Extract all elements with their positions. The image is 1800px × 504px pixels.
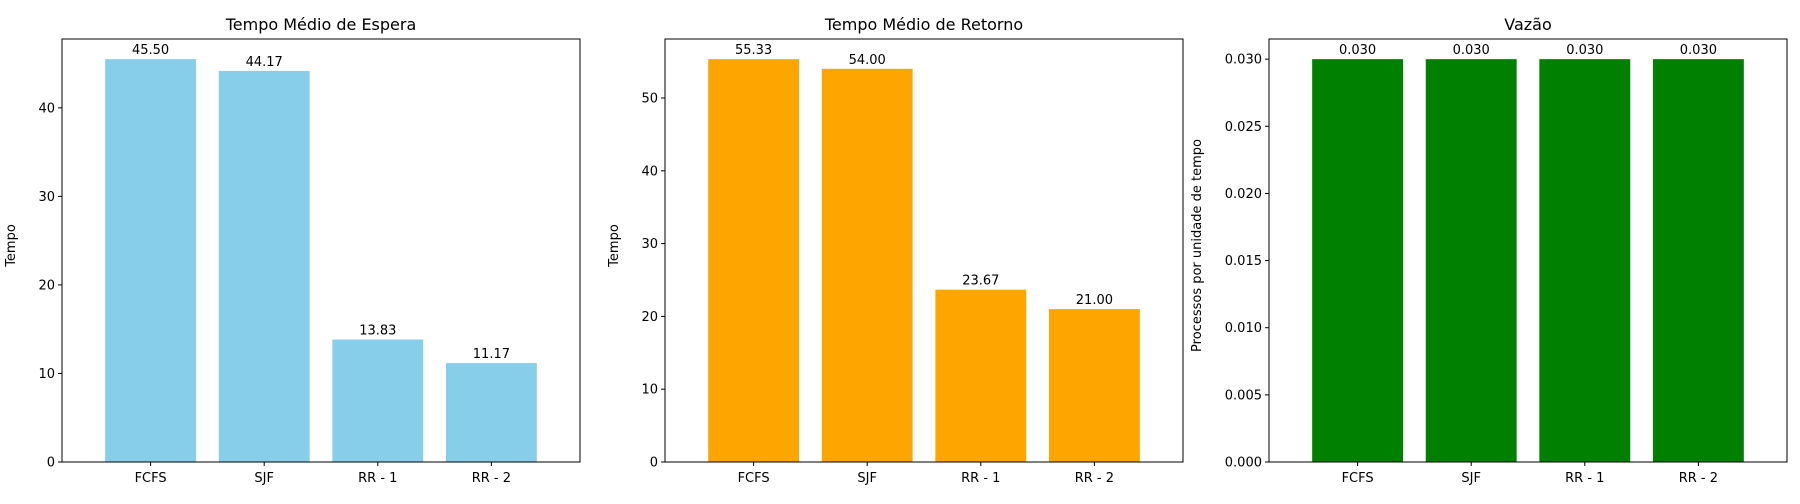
bar-value-label: 45.50: [132, 43, 169, 58]
y-tick-label: 20: [641, 310, 658, 325]
x-tick-label: SJF: [254, 471, 274, 486]
bar-rr-2: [1048, 309, 1140, 462]
bar-value-label: 21.00: [1076, 293, 1113, 308]
bar-fcfs: [1312, 59, 1404, 463]
x-tick-label: RR - 1: [358, 471, 397, 486]
bar-rr-1: [332, 339, 424, 462]
y-tick-label: 30: [641, 237, 658, 252]
x-tick-label: RR - 1: [1565, 471, 1604, 486]
y-tick-label: 10: [38, 367, 55, 382]
y-tick-label: 0.015: [1225, 254, 1262, 269]
subplot-2: 55.33 FCFS 54.00 SJF 23.67 RR - 1 21.00 RR - 2 0…: [607, 15, 1184, 486]
bar-value-label: 0.030: [1453, 43, 1490, 58]
bar-fcfs: [105, 59, 197, 463]
bar-value-label: 13.83: [359, 324, 396, 339]
x-tick-label: SJF: [857, 471, 877, 486]
x-tick-label: RR - 1: [961, 471, 1000, 486]
bar-value-label: 0.030: [1566, 43, 1603, 58]
bar-value-label: 0.030: [1680, 43, 1717, 58]
bar-value-label: 11.17: [473, 347, 510, 362]
y-tick-label: 20: [38, 278, 55, 293]
bar-value-label: 55.33: [735, 43, 772, 58]
bar-value-label: 44.17: [246, 55, 283, 70]
y-axis-label: Tempo: [4, 224, 19, 268]
bar-rr-2: [445, 363, 537, 462]
axes-frame: [664, 38, 1184, 463]
x-tick-label: RR - 2: [472, 471, 511, 486]
axes-frame: [61, 38, 581, 463]
subplot-3: 0.030 FCFS 0.030 SJF 0.030 RR - 1 0.030 RR - 2 0…: [1190, 15, 1788, 486]
x-tick-label: RR - 2: [1679, 471, 1718, 486]
y-tick-label: 0.030: [1225, 53, 1262, 68]
y-axis-label: Processos por unidade de tempo: [1190, 139, 1205, 352]
bar-fcfs: [708, 59, 800, 463]
y-tick-label: 0.020: [1225, 187, 1262, 202]
y-tick-label: 0: [650, 456, 658, 471]
chart-title: Tempo Médio de Espera: [225, 15, 417, 34]
x-tick-label: RR - 2: [1075, 471, 1114, 486]
y-tick-label: 40: [641, 164, 658, 179]
y-tick-label: 30: [38, 190, 55, 205]
y-tick-label: 0.000: [1225, 456, 1262, 471]
bar-value-label: 0.030: [1339, 43, 1376, 58]
y-tick-label: 40: [38, 101, 55, 116]
y-tick-label: 0.025: [1225, 120, 1262, 135]
bar-sjf: [218, 70, 310, 463]
axes-frame: [1268, 38, 1788, 463]
chart-title: Vazão: [1504, 15, 1552, 34]
x-tick-label: FCFS: [135, 471, 167, 486]
y-axis-label: Tempo: [607, 224, 622, 268]
chart-title: Tempo Médio de Retorno: [824, 15, 1023, 34]
y-tick-label: 0: [47, 456, 55, 471]
bar-sjf: [1425, 59, 1517, 463]
bar-value-label: 54.00: [849, 53, 886, 68]
y-tick-label: 0.010: [1225, 321, 1262, 336]
x-tick-label: FCFS: [1342, 471, 1374, 486]
bar-rr-2: [1652, 59, 1744, 463]
subplot-1: 45.50 FCFS 44.17 SJF 13.83 RR - 1 11.17 RR - 2 0…: [4, 15, 581, 486]
x-tick-label: SJF: [1461, 471, 1481, 486]
y-tick-label: 10: [641, 383, 658, 398]
y-tick-label: 50: [641, 91, 658, 106]
x-tick-label: FCFS: [738, 471, 770, 486]
bar-rr-1: [1539, 59, 1631, 463]
bar-value-label: 23.67: [962, 274, 999, 289]
y-tick-label: 0.005: [1225, 388, 1262, 403]
bar-rr-1: [935, 289, 1027, 462]
bar-sjf: [821, 68, 913, 463]
